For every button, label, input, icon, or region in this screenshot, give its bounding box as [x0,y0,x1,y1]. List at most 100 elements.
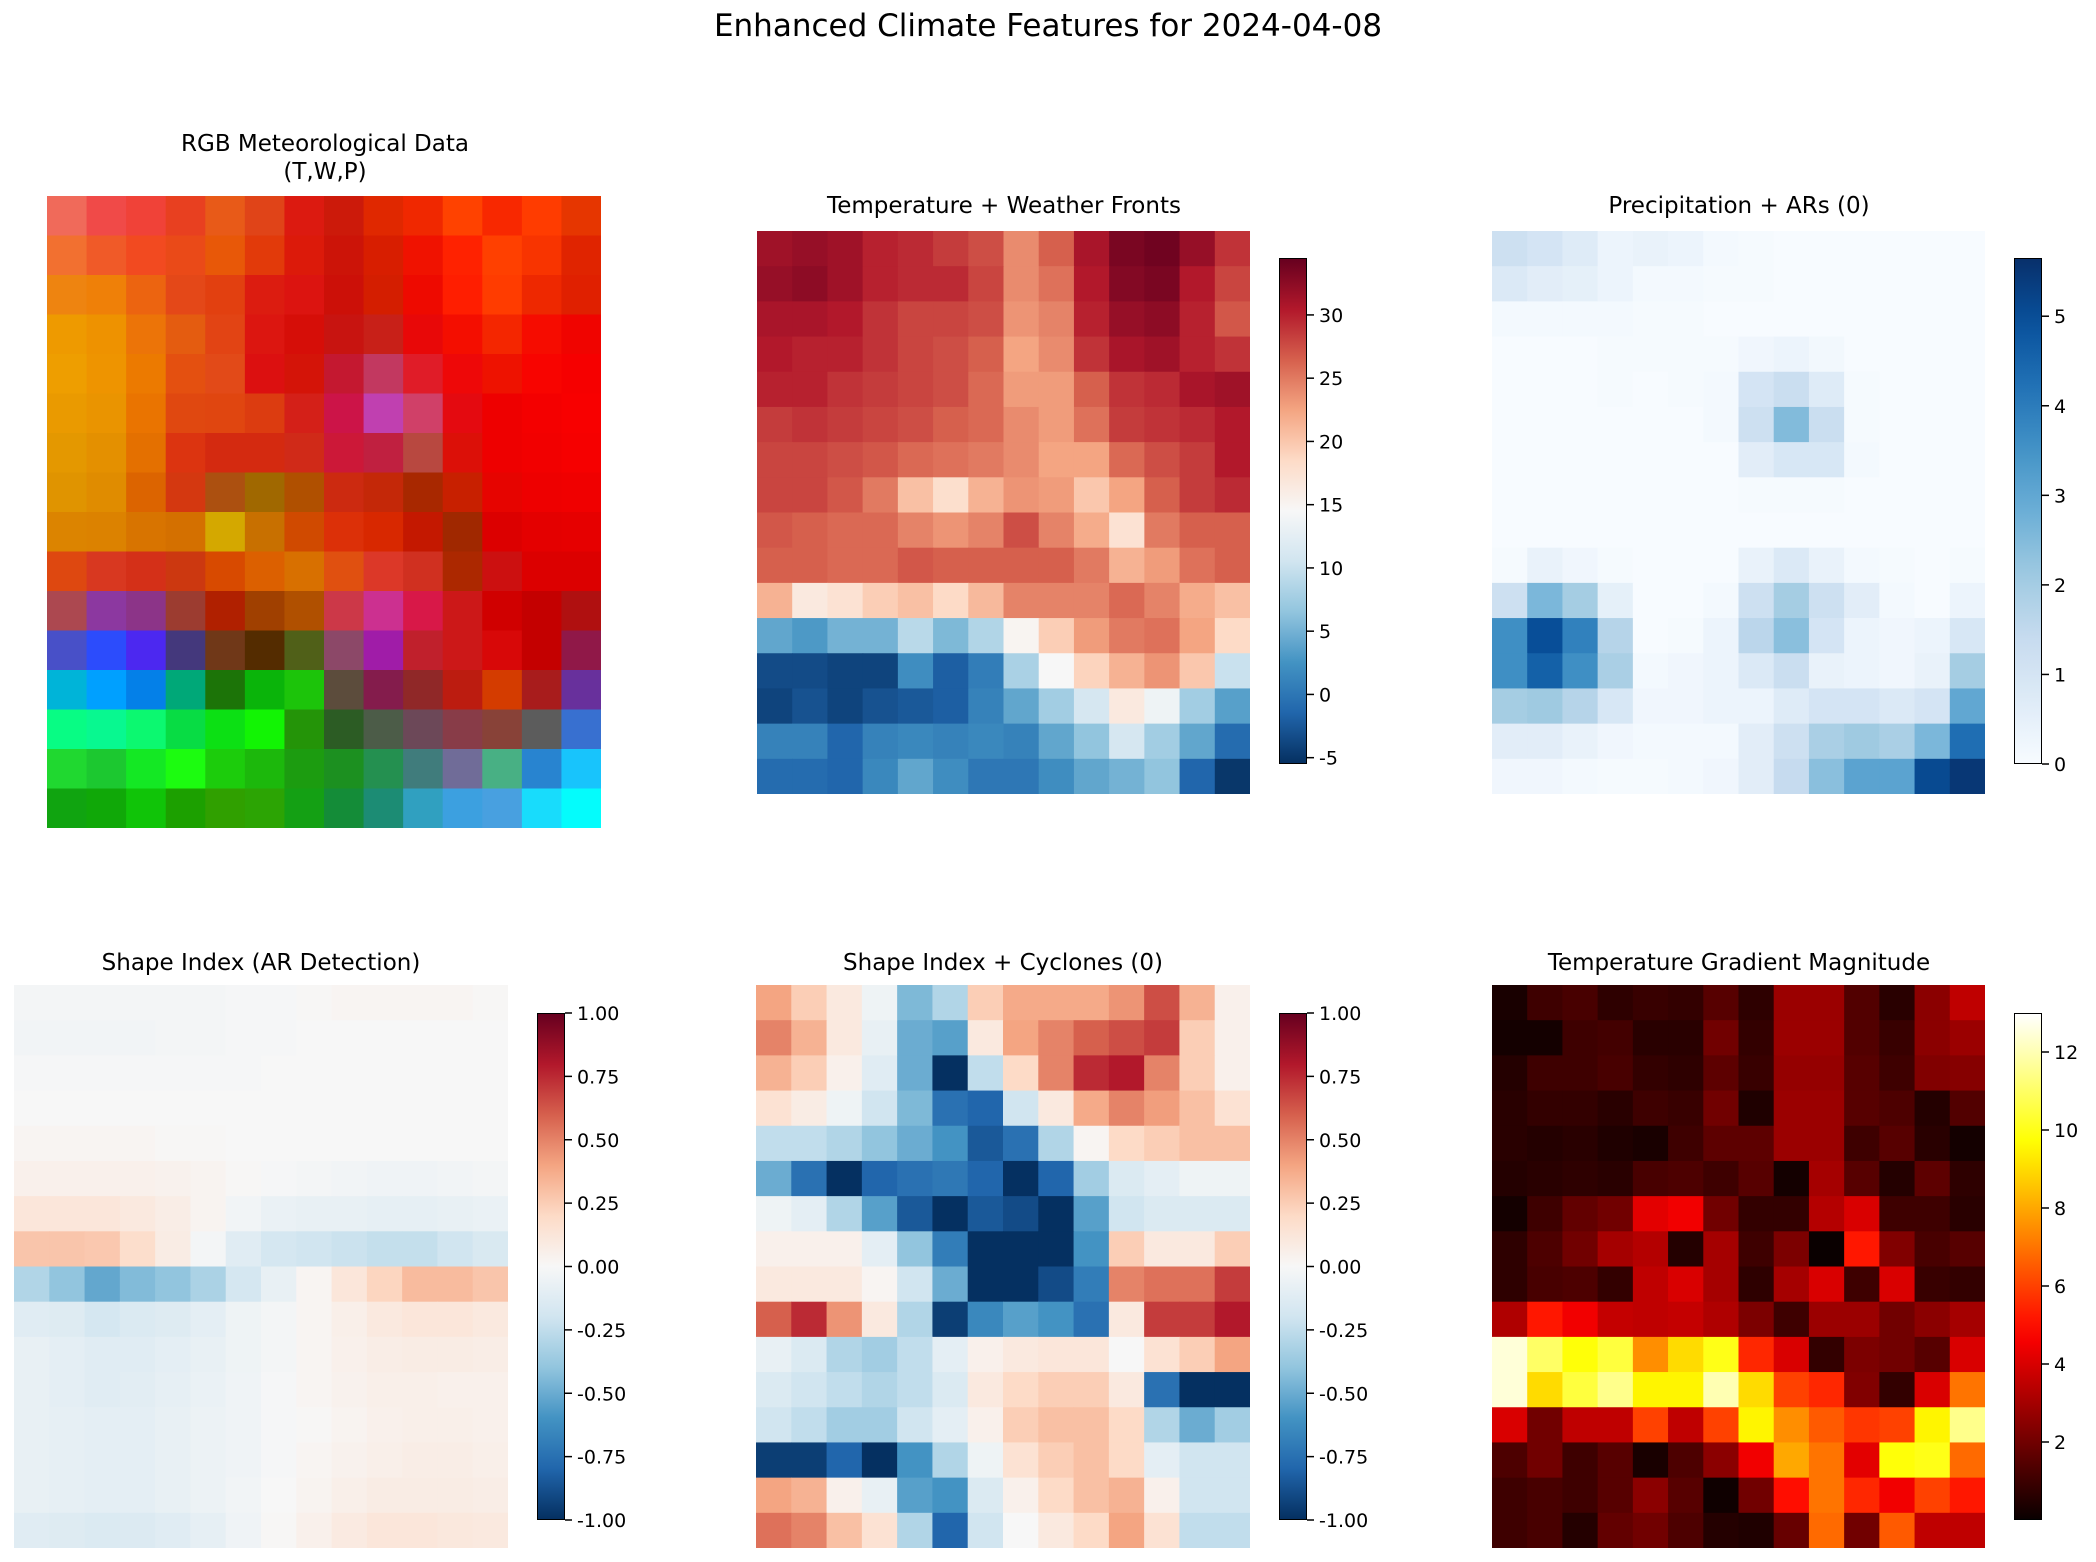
precip-cell [1808,582,1845,619]
temp-cell [1038,653,1075,690]
shape-cell [366,1266,403,1303]
shape-cell [331,1372,368,1408]
shapecyc-cell [861,1090,898,1127]
temp-cell [757,406,793,443]
rgb-cell [165,630,206,671]
precip-cell [1808,371,1845,408]
precip-cell [1597,758,1634,794]
shapecyc-cell [756,1442,792,1479]
shape-cell [119,1020,156,1056]
grad-cell [1738,1231,1775,1268]
precip-cell [1773,477,1810,514]
shapecyc-cell [1214,1090,1250,1127]
rgb-cell [442,196,483,237]
temp-cell [1214,618,1250,654]
temp-cell [968,442,1005,478]
temp-cell [1003,442,1040,478]
grad-cell [1879,1372,1916,1408]
precip-cell [1844,336,1880,373]
temp-cell [1144,336,1181,373]
precip-cell [1844,512,1880,549]
precip-cell [1703,301,1740,338]
rgb-cell [482,709,523,750]
shapecyc-cell [1073,1196,1110,1232]
rgb-cell [47,670,88,711]
temp-cell [897,688,934,725]
temp-panel-title: Temperature + Weather Fronts [827,193,1181,219]
shapecyc-colorbar-tick-label: 0.25 [1319,1193,1361,1215]
precip-cell [1562,688,1599,725]
shapecyc-cell [1038,1090,1075,1127]
rgb-panel-title: RGB Meteorological Data (T,W,P) [47,130,603,186]
shape-cell [155,1442,192,1479]
grad-cell [1527,1055,1564,1092]
shapecyc-cell [1144,1372,1181,1408]
gradient-colorbar-ticks: 2 4 6 8 10 12 [2042,1042,2078,1454]
shapecyc-cell [897,1055,934,1092]
precip-cell [1914,582,1951,619]
shape-cell [84,985,121,1021]
rgb-cell [363,433,404,474]
rgb-cell [521,551,563,592]
rgb-cell [165,749,206,790]
rgb-cell [561,630,601,671]
precip-cell [1879,512,1916,549]
shape-cell [261,1090,297,1127]
temp-cell [1179,301,1216,338]
precip-cell [1597,582,1634,619]
temp-cell [862,723,899,760]
precip-cell [1808,266,1845,302]
temp-cell [1038,758,1075,794]
precip-cell [1914,406,1951,443]
shape-cell [331,1512,368,1548]
precip-cell [1914,547,1951,584]
grad-cell [1914,1196,1951,1232]
shape-cyclones-colorbar [1279,1013,1307,1520]
shapecyc-cell [897,1336,934,1373]
precip-cell [1808,512,1845,549]
precip-cell [1914,477,1951,514]
temp-colorbar-tick-label: -5 [1319,748,1338,770]
shapecyc-cell [1179,1512,1216,1548]
grad-cell [1668,1336,1704,1373]
shapecyc-cell [1214,1196,1250,1232]
shape-cell [402,1336,439,1373]
grad-cell [1562,1336,1599,1373]
shapecyc-cell [1179,985,1216,1021]
grad-cell [1562,1196,1599,1232]
grad-cell [1562,985,1599,1021]
temp-cell [827,406,864,443]
rgb-cell [561,709,601,750]
precip-cell [1597,301,1634,338]
shape-cell [366,1301,403,1338]
shape-cell [225,1372,262,1408]
rgb-cell [86,354,127,395]
precip-cell [1949,301,1985,338]
precip-cell [1844,477,1880,514]
grad-cell [1844,1512,1880,1548]
precip-cell [1914,618,1951,654]
shape-cell [472,1442,508,1479]
shape-cell [296,1477,333,1514]
temp-cell [933,582,969,619]
rgb-cell [324,472,365,513]
rgb-cell [403,393,444,434]
shapecyc-cell [932,1301,969,1338]
precip-cell [1773,547,1810,584]
grad-cell [1597,1512,1634,1548]
precip-cell [1632,653,1669,690]
precip-cell [1914,723,1951,760]
precip-cell [1527,547,1564,584]
grad-cell [1808,1442,1845,1479]
shape-cell [331,1160,368,1197]
precip-cell [1492,723,1528,760]
grad-cell [1597,1336,1634,1373]
rgb-cell [165,472,206,513]
temp-cell [968,512,1005,549]
grad-cell [1597,1160,1634,1197]
temp-cell [827,688,864,725]
temp-cell [968,723,1005,760]
temp-cell [757,231,793,267]
shapecyc-cell [1144,1477,1181,1514]
grad-cell [1632,1196,1669,1232]
